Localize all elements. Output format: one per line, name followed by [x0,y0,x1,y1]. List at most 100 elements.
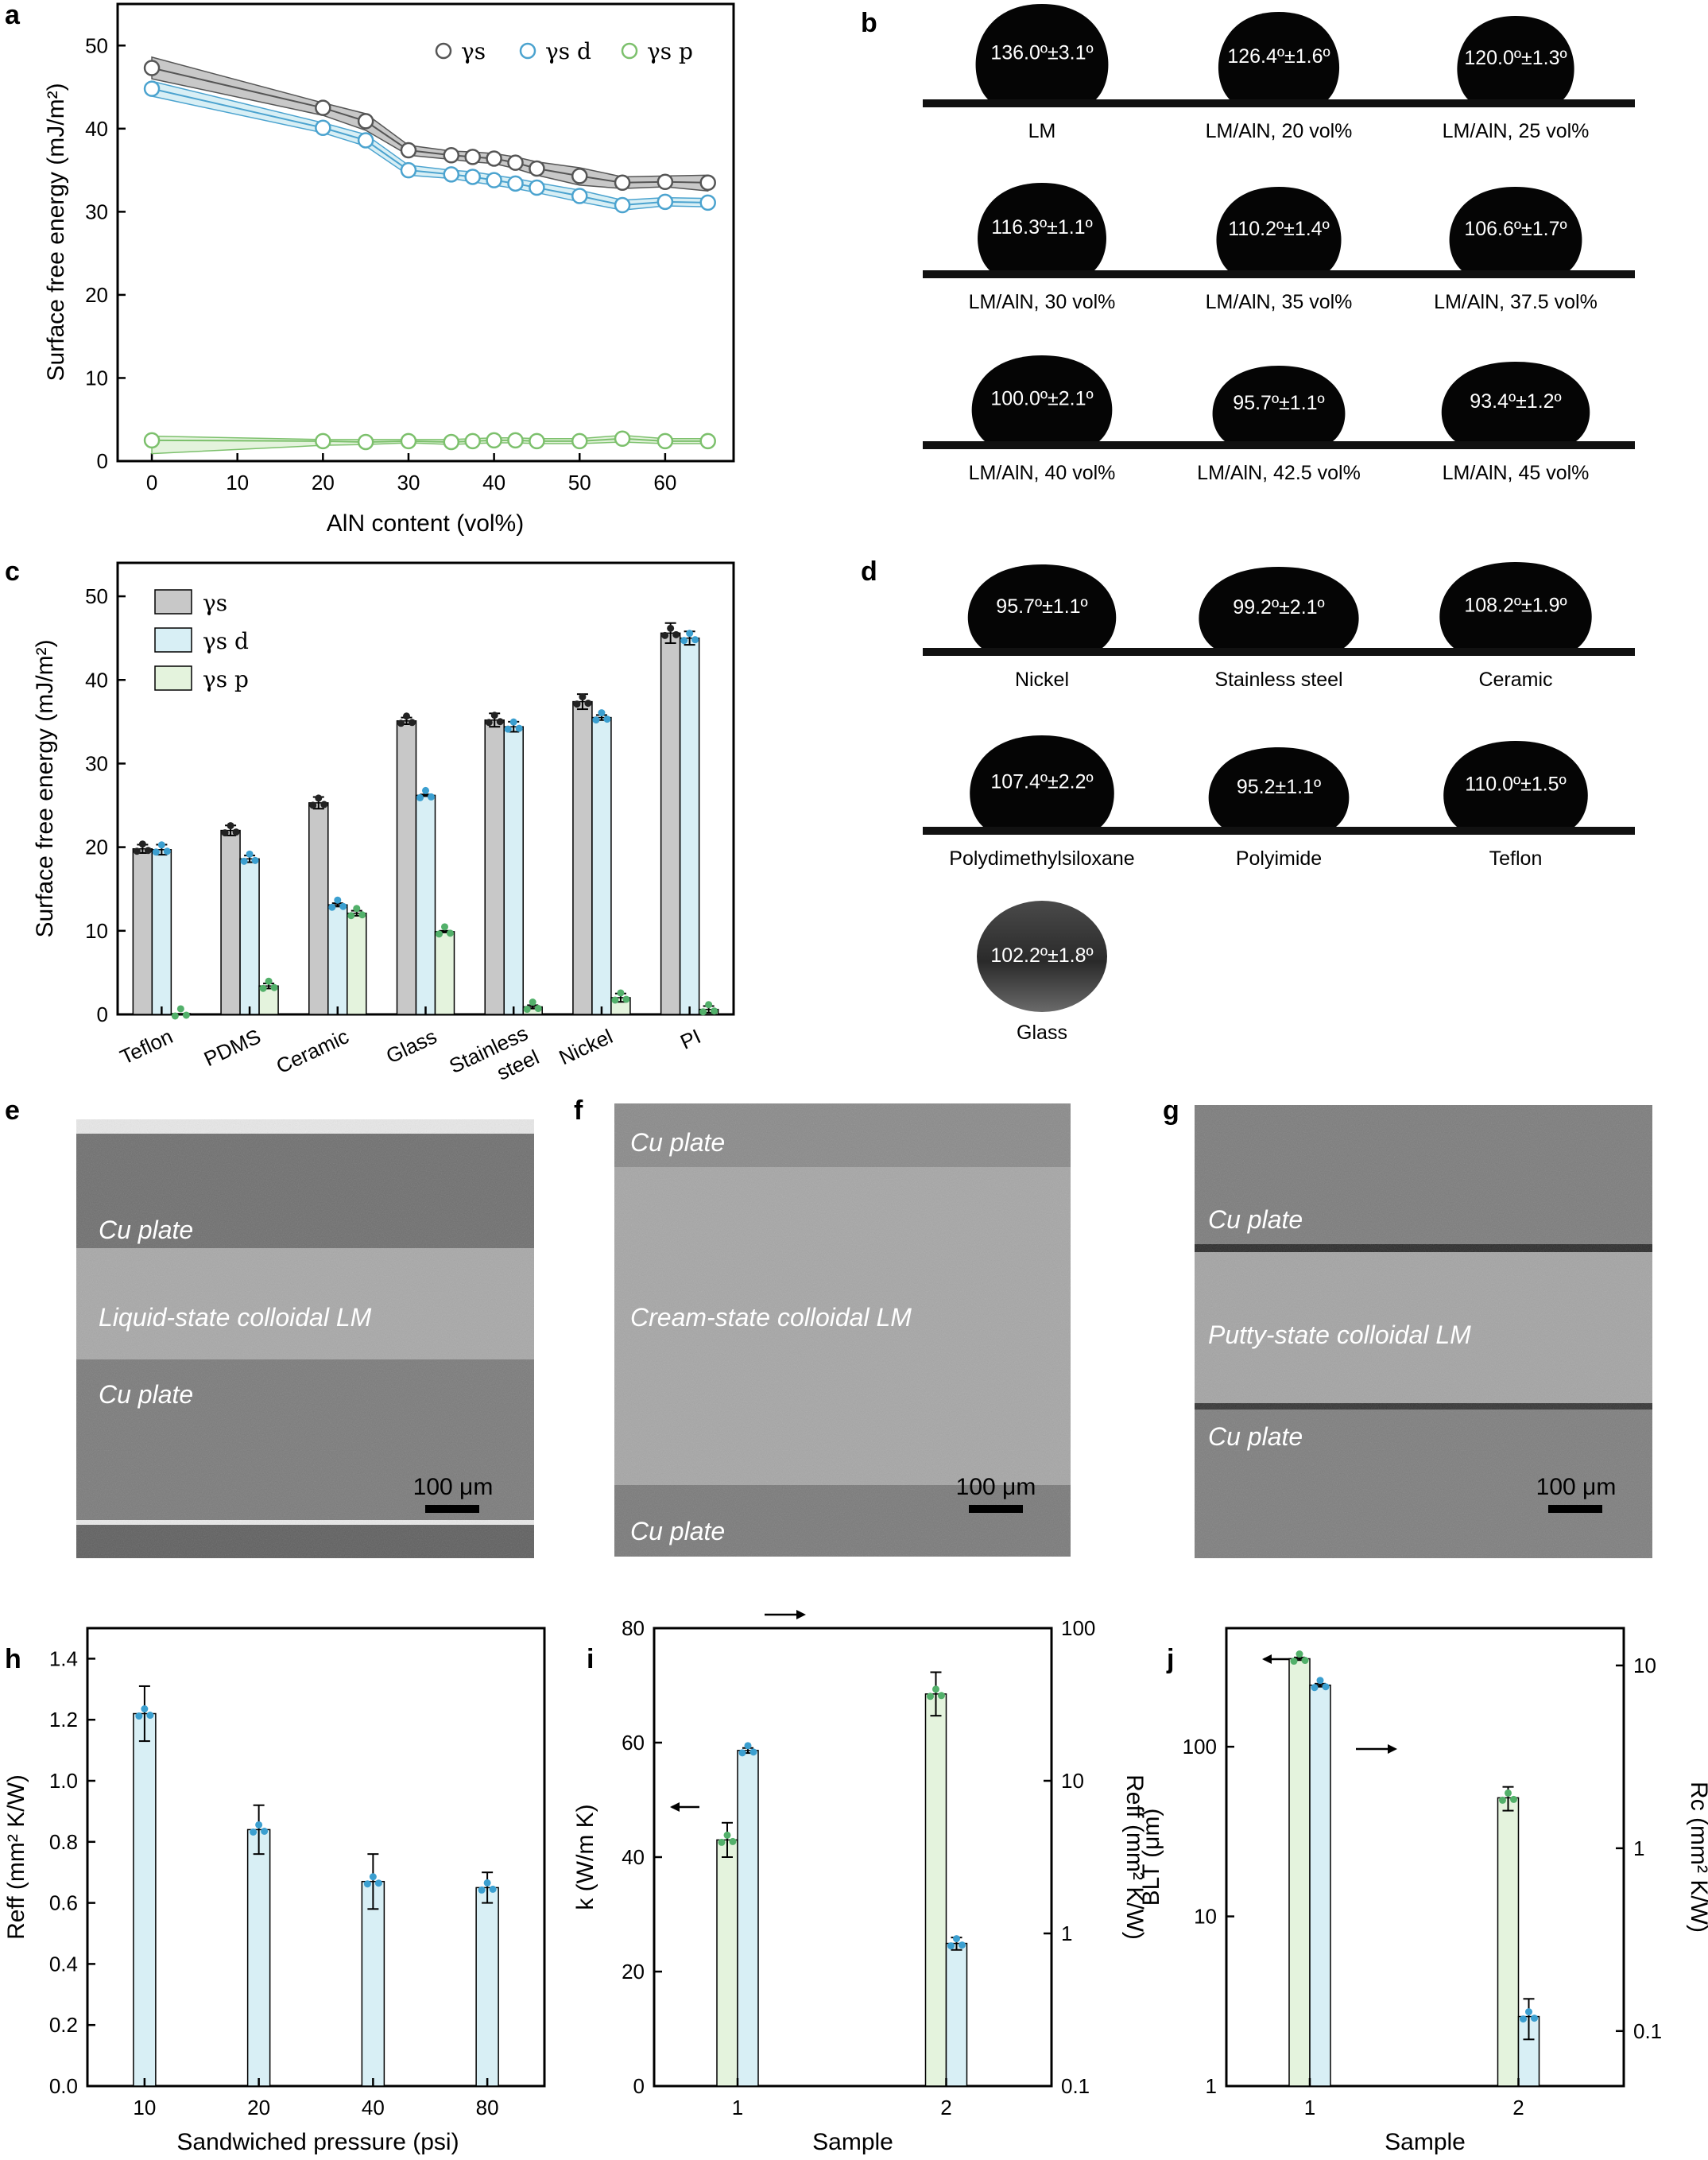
droplet-b-5-caption: LM/AlN, 37.5 vol% [1434,291,1598,313]
droplet-b-4-caption: LM/AlN, 35 vol% [1206,291,1353,313]
chart-c-data-dot [144,847,152,855]
chart-a-point [315,119,331,137]
chart-a-point [507,175,524,192]
chart-c-data-dot [133,847,141,855]
chart-c-data-dot [534,1005,542,1013]
chart-a-point [571,432,588,450]
panel-label-e: e [5,1096,20,1126]
chart-i-ytick-right-label: 10 [1061,1769,1084,1793]
sem-panel-f: Cu plate Cream-state colloidal LM Cu pla… [614,1103,1071,1557]
droplet-d-2-angle: 108.2º±1.9º [1464,595,1567,617]
chart-j-data-dot-blt [1499,1796,1506,1804]
chart-h-data-dot [135,1712,143,1720]
droplet-b-4-droplet [1216,187,1342,270]
chart-a-ylabel: Surface free energy (mJ/m²) [43,83,69,381]
chart-i-bar-k [716,1839,738,2087]
panel-b-contact-angles: 136.0º±3.1º LM 126.4º±1.6º LM/AlN, 20 vol% 1… [923,4,1635,484]
chart-i-bar-k [924,1693,947,2087]
chart-a-point [571,188,588,204]
panel-label-g: g [1163,1096,1179,1126]
chart-a-point [357,132,374,149]
chart-c-data-dot [176,1005,184,1013]
droplet-b-8-substrate [1396,441,1635,449]
droplet-d-1-substrate [1160,648,1398,656]
chart-j-ytick-right-label: 10 [1633,1654,1656,1677]
chart-h-bar [361,1880,385,2087]
chart-c-data-dot [592,716,600,724]
chart-i-data-dot-reff [947,1942,955,1950]
chart-a-point [529,160,545,177]
chart-h-ytick-label: 0.2 [49,2013,78,2037]
chart-h-xtick-label: 10 [133,2096,156,2119]
chart-a-point [507,154,524,171]
chart-h-data-dot [261,1827,269,1835]
chart-i-ytick-label: 20 [622,1960,645,1984]
droplet-d-0-substrate [923,648,1161,656]
chart-a-point [443,433,460,451]
chart-j-blt-and-rc: BLT (μm) Rc (mm² K/W) Sample 1 10 100 0.1 1 1… [1138,1627,1708,2155]
chart-c-ytick-label: 40 [85,668,108,692]
chart-h-ytick-label: 1.0 [49,1769,78,1793]
chart-a-point [656,432,674,450]
chart-a-point [400,161,417,179]
chart-c-data-dot [221,829,229,837]
chart-c-bar [484,719,505,1015]
chart-a-ytick-label: 50 [85,33,108,57]
chart-c-data-dot [320,801,328,809]
chart-j-xtick-label: 1 [1304,2096,1315,2119]
chart-j-arrow-right [1356,1744,1397,1754]
chart-h-bar [133,1712,157,2087]
droplet-b-7-droplet [1212,366,1346,441]
chart-c-data-dot [157,841,165,849]
chart-a-point [464,432,481,450]
chart-i-ytick-label: 40 [622,1845,645,1869]
chart-j-ytick-label: 1 [1206,2074,1217,2098]
chart-c-bar [503,726,524,1015]
chart-a-point [464,149,481,165]
panel-d-contact-angles: 95.7º±1.1º Nickel 99.2º±2.1º Stainless stee… [923,562,1635,1044]
chart-c-data-dot [523,1006,531,1014]
chart-j-ytick-right-label: 0.1 [1633,2019,1662,2043]
panel-label-d: d [861,556,877,587]
droplet-d-4-droplet [1208,747,1350,827]
sem-panel-e: Cu plate Liquid-state colloidal LM Cu pl… [76,1119,534,1558]
chart-a-xlabel: AlN content (vol%) [327,510,524,537]
chart-j-ytick-label: 10 [1194,1905,1217,1929]
chart-a-ytick-label: 40 [85,117,108,141]
chart-c-data-dot [232,828,240,836]
droplet-b-3-angle: 116.3º±1.1º [991,216,1092,238]
chart-i-bar-reff [737,1750,759,2087]
legend-a-gsp-marker [621,42,638,60]
chart-i-data-dot-reff [738,1749,746,1757]
chart-a-point [357,433,374,451]
chart-h-data-dot [374,1879,382,1887]
legend-c-gsp-label: γs p [203,666,249,692]
chart-c-data-dot [309,801,317,809]
droplet-b-3-droplet [978,183,1106,270]
chart-a-xtick-label: 20 [312,471,335,494]
chart-a-point [486,172,502,188]
chart-c-bar [572,700,593,1015]
chart-a-surface-energy-vs-aln: Surface free energy (mJ/m²) AlN content … [43,2,735,537]
chart-h-ytick-label: 0.6 [49,1891,78,1915]
chart-c-data-dot [347,912,355,920]
chart-h-ylabel: Reff (mm² K/W) [3,1774,29,1940]
chart-a-point [143,80,161,97]
chart-a-ytick-label: 0 [97,449,108,473]
chart-j-xlabel: Sample [1385,2129,1466,2155]
sem-e-scalebar-label: 100 μm [413,1474,494,1500]
droplet-d-5-angle: 110.0º±1.5º [1465,774,1566,796]
legend-c-gsp-swatch [154,665,192,691]
chart-c-data-dot [353,905,361,913]
chart-a-ytick-label: 20 [85,283,108,307]
chart-h-data-dot [250,1828,258,1836]
droplet-d-1-caption: Stainless steel [1214,669,1342,691]
chart-c-bar [308,802,329,1015]
chart-c-bar [679,637,700,1015]
chart-a-point [614,196,631,214]
chart-c-bar [239,858,260,1015]
chart-a-point [464,169,481,185]
chart-a-xtick-label: 30 [397,471,420,494]
chart-c-data-dot [573,700,581,708]
chart-i-arrow-left [670,1802,699,1812]
